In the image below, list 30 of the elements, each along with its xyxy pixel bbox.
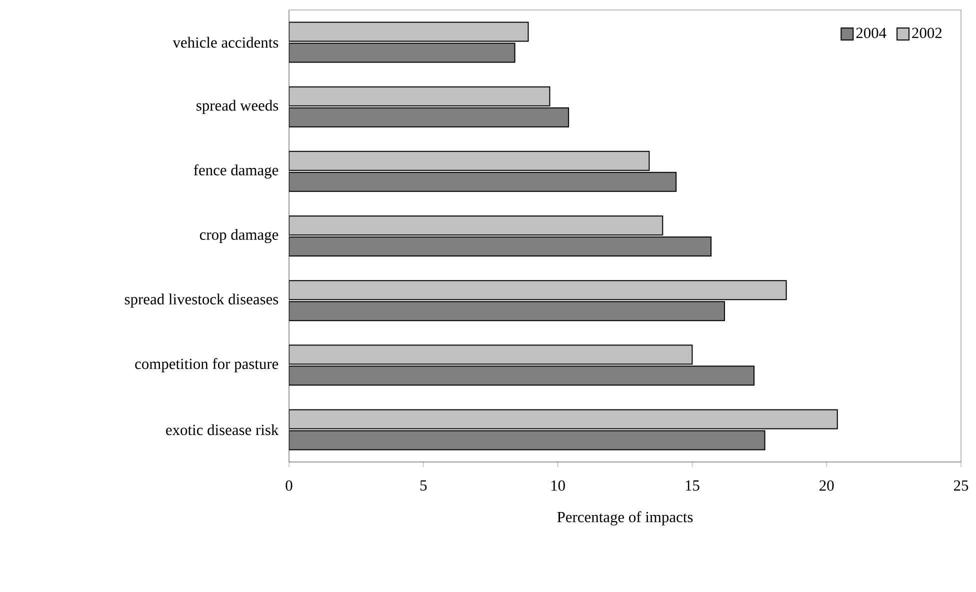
legend-label: 2002	[912, 28, 942, 38]
y-tick-label: competition for pasture	[135, 358, 278, 372]
y-tick-label: crop damage	[200, 228, 278, 244]
x-axis-title: Percentage of impacts	[557, 511, 693, 526]
x-tick-label: 25	[954, 480, 968, 491]
bar	[289, 280, 787, 300]
bar	[289, 22, 529, 42]
y-tick-label: exotic disease risk	[166, 424, 279, 436]
bar	[289, 86, 550, 106]
legend-label: 2004	[856, 28, 886, 38]
bar	[289, 344, 693, 365]
y-tick-label: fence damage	[194, 164, 278, 179]
y-tick-label: spread livestock diseases	[124, 294, 278, 308]
bar	[289, 301, 725, 322]
bar	[289, 430, 766, 450]
bar	[289, 172, 677, 192]
bar	[289, 150, 650, 171]
bar	[289, 409, 838, 430]
y-tick-label: vehicle accidents	[172, 36, 278, 48]
x-tick-label: 20	[820, 480, 834, 491]
x-tick-label: 0	[286, 480, 292, 491]
bar	[289, 366, 755, 386]
x-tick-label: 10	[551, 480, 565, 491]
y-tick-label: spread weeds	[196, 100, 278, 114]
x-tick-label: 5	[420, 480, 427, 491]
bar	[289, 236, 712, 256]
x-tick-label: 15	[686, 480, 700, 491]
bar	[289, 107, 570, 128]
bar	[289, 42, 516, 63]
bar	[289, 216, 664, 236]
